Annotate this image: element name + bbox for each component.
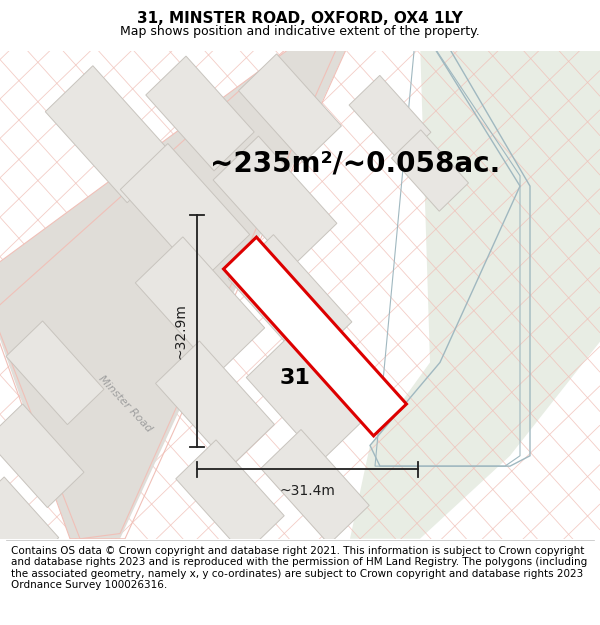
- Text: ~31.4m: ~31.4m: [280, 484, 335, 498]
- Polygon shape: [350, 41, 600, 539]
- Text: ~235m²/~0.058ac.: ~235m²/~0.058ac.: [210, 149, 500, 178]
- Polygon shape: [176, 440, 284, 554]
- Polygon shape: [136, 237, 265, 374]
- Text: 31: 31: [280, 368, 310, 388]
- Polygon shape: [6, 321, 104, 424]
- Polygon shape: [239, 54, 341, 162]
- Polygon shape: [0, 404, 84, 508]
- Text: 31, MINSTER ROAD, OXFORD, OX4 1LY: 31, MINSTER ROAD, OXFORD, OX4 1LY: [137, 11, 463, 26]
- Polygon shape: [146, 56, 254, 171]
- Polygon shape: [246, 336, 364, 461]
- Polygon shape: [392, 130, 469, 211]
- Polygon shape: [0, 477, 59, 569]
- Polygon shape: [349, 76, 431, 162]
- Text: Minster Road: Minster Road: [97, 374, 154, 434]
- Text: Contains OS data © Crown copyright and database right 2021. This information is : Contains OS data © Crown copyright and d…: [11, 546, 587, 591]
- Polygon shape: [224, 237, 406, 436]
- Polygon shape: [213, 136, 337, 268]
- Polygon shape: [46, 66, 175, 203]
- Polygon shape: [261, 429, 369, 544]
- Polygon shape: [0, 41, 350, 539]
- Text: ~32.9m: ~32.9m: [174, 303, 188, 359]
- Text: Map shows position and indicative extent of the property.: Map shows position and indicative extent…: [120, 26, 480, 39]
- Polygon shape: [228, 234, 352, 366]
- Polygon shape: [121, 144, 250, 281]
- Polygon shape: [155, 341, 274, 467]
